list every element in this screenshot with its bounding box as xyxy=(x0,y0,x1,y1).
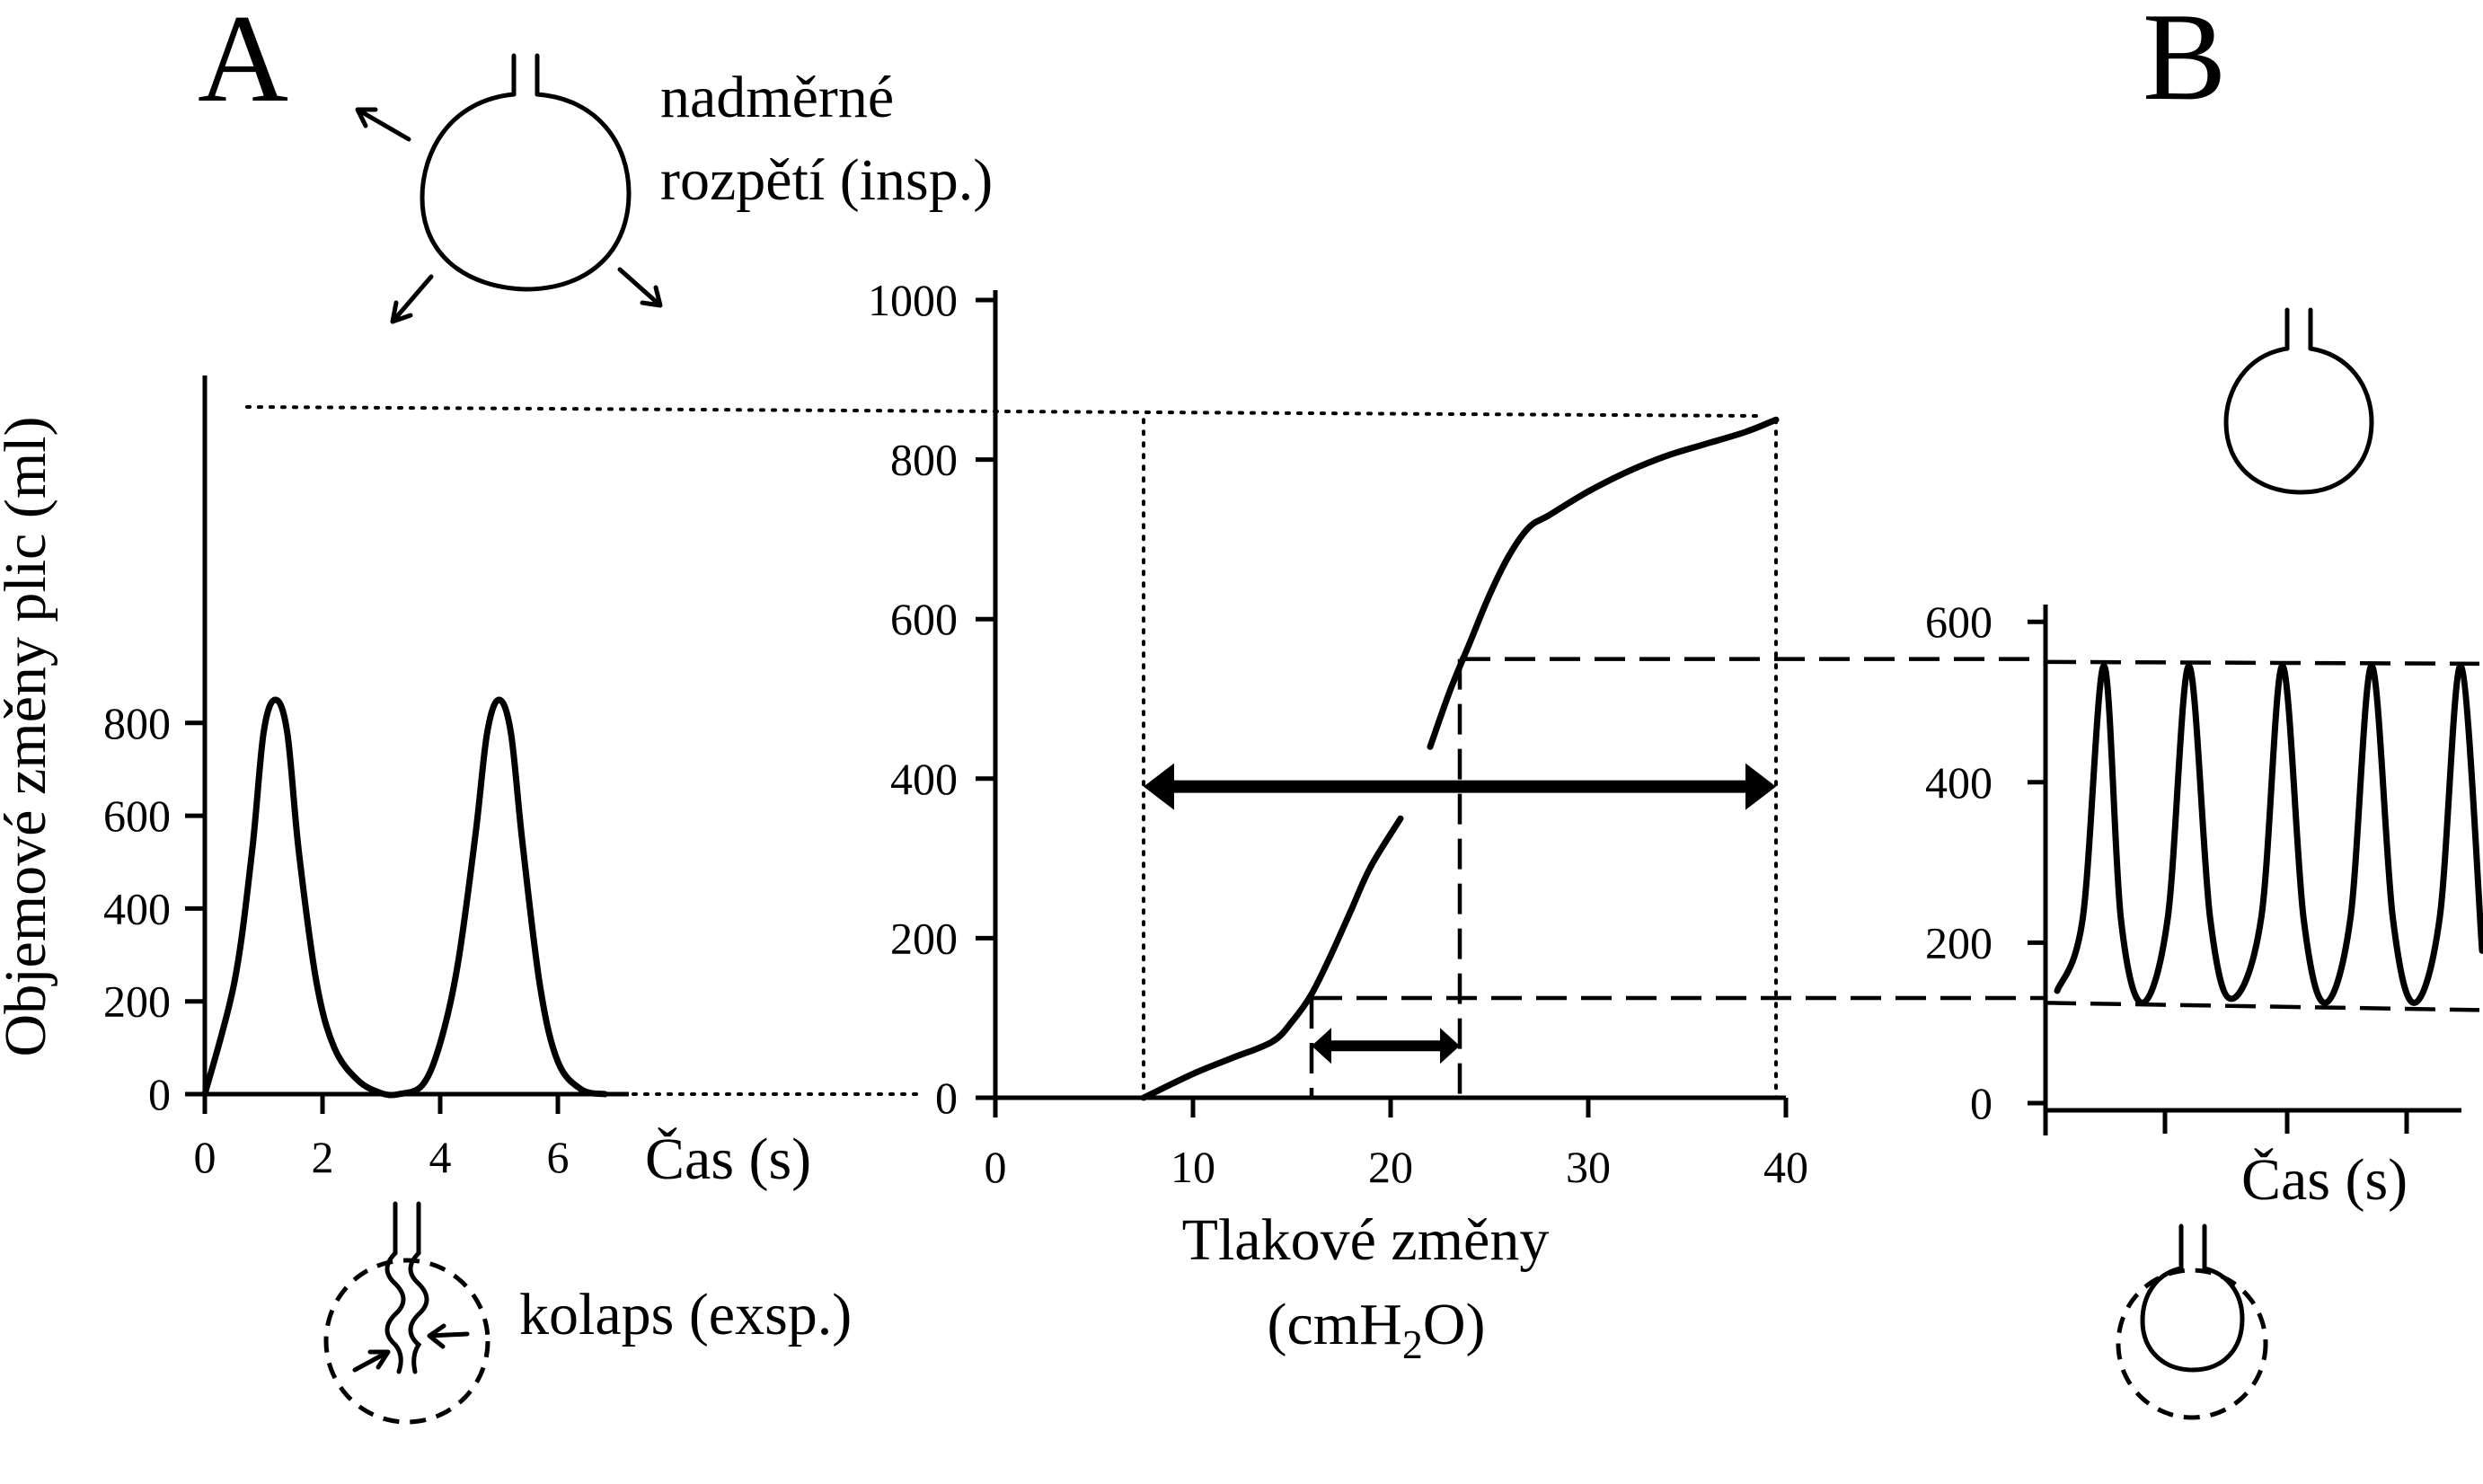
overdistension-label-line1: nadměrné xyxy=(660,65,894,130)
pv-curves xyxy=(1140,416,1780,1101)
panel-b-x-axis-label: Čas (s) xyxy=(2241,1147,2408,1213)
pv-x-tick-label: 40 xyxy=(1763,1142,1808,1192)
overdistension-label-line2: rozpětí (insp.) xyxy=(660,147,993,213)
panel-b-y-tick-label: 0 xyxy=(1970,1078,1993,1128)
pv-arrow-head-right xyxy=(1745,763,1776,810)
panel-a-x-tick-label: 2 xyxy=(312,1132,334,1182)
panel-a-y-ticks: 0 200 400 600 800 xyxy=(103,698,205,1119)
panel-a-x-tick-label: 0 xyxy=(194,1132,216,1182)
panel-b-reference-lines xyxy=(2045,659,2480,1012)
panel-b: B 0 200 400 600 Čas (s) xyxy=(1925,0,2483,1420)
pv-y-tick-label: 200 xyxy=(890,913,958,963)
pv-arrow-head-left xyxy=(1144,763,1174,810)
collapse-label: kolaps (exsp.) xyxy=(519,1282,852,1347)
pv-y-tick-label: 800 xyxy=(890,435,958,485)
panel-b-y-tick-label: 600 xyxy=(1925,596,1993,647)
panel-a-y-axis-label: Objemové změny plic (ml) xyxy=(0,417,58,1057)
collapsed-alveolus-icon xyxy=(323,1201,490,1425)
panel-a-letter: A xyxy=(198,0,288,128)
panel-a-y-tick-label: 600 xyxy=(103,791,171,841)
panel-a-volume-curve xyxy=(201,696,608,1099)
panel-a-x-tick-label: 6 xyxy=(547,1132,570,1182)
pv-x-tick-label: 0 xyxy=(985,1142,1007,1192)
panel-a-y-tick-label: 800 xyxy=(103,698,171,748)
panel-a-x-axis-label: Čas (s) xyxy=(645,1126,811,1192)
panel-b-letter: B xyxy=(2143,0,2226,127)
panel-a-y-tick-label: 0 xyxy=(148,1069,171,1119)
panel-a-y-tick-label: 200 xyxy=(103,976,171,1027)
pv-x-ticks: 0 10 20 30 40 xyxy=(985,1098,1808,1192)
pv-x-tick-label: 10 xyxy=(1171,1142,1215,1192)
panel-b-x-ticks xyxy=(2043,1110,2409,1135)
pv-arrow-head-right xyxy=(1440,1028,1460,1064)
pv-x-label-sub: 2 xyxy=(1402,1321,1423,1367)
pv-x-label-post: O) xyxy=(1423,1292,1486,1357)
panel-a-x-ticks: 0 2 4 6 xyxy=(194,1094,570,1182)
pv-x-label-pre: (cmH xyxy=(1268,1292,1402,1357)
pv-curve-segment xyxy=(1427,416,1780,750)
panel-b-dashed-reference-line xyxy=(2045,659,2480,667)
panel-b-dashed-reference-line xyxy=(2045,1001,2480,1012)
normal-alveolus-icon xyxy=(2223,307,2374,495)
panel-a-x-tick-label: 4 xyxy=(429,1132,452,1182)
panel-b-y-tick-label: 200 xyxy=(1925,917,1993,967)
pv-curve-segment xyxy=(1140,815,1404,1101)
panel-b-y-ticks: 0 200 400 600 xyxy=(1925,596,2046,1128)
panel-b-y-tick-label: 400 xyxy=(1925,757,1993,808)
pv-arrows xyxy=(1144,763,1776,1064)
max-volume-dotted-line xyxy=(245,405,1763,418)
panel-a: A nadměrné rozpětí (insp.) 0200400600800… xyxy=(0,0,993,1425)
small-alveolus-icon xyxy=(2116,1223,2268,1420)
pv-y-ticks: 0 200 400 600 800 1000 xyxy=(868,275,995,1123)
pv-y-tick-label: 600 xyxy=(890,594,958,644)
pv-reference-lines xyxy=(1142,418,2044,1100)
panel-b-volume-curve xyxy=(2054,662,2483,1006)
pv-x-tick-label: 30 xyxy=(1566,1142,1611,1192)
pv-y-tick-label: 1000 xyxy=(868,275,958,325)
panel-a-y-tick-label: 400 xyxy=(103,883,171,933)
pv-arrow-head-left xyxy=(1312,1028,1331,1064)
pv-x-tick-label: 20 xyxy=(1368,1142,1413,1192)
overdistended-alveolus-icon xyxy=(355,53,663,324)
pv-y-tick-label: 400 xyxy=(890,754,958,804)
pv-x-axis-label-line1: Tlakové změny xyxy=(1182,1207,1550,1273)
pv-y-tick-label: 0 xyxy=(935,1073,958,1123)
pv-x-axis-label-line2: (cmH2O) xyxy=(1268,1292,1486,1367)
